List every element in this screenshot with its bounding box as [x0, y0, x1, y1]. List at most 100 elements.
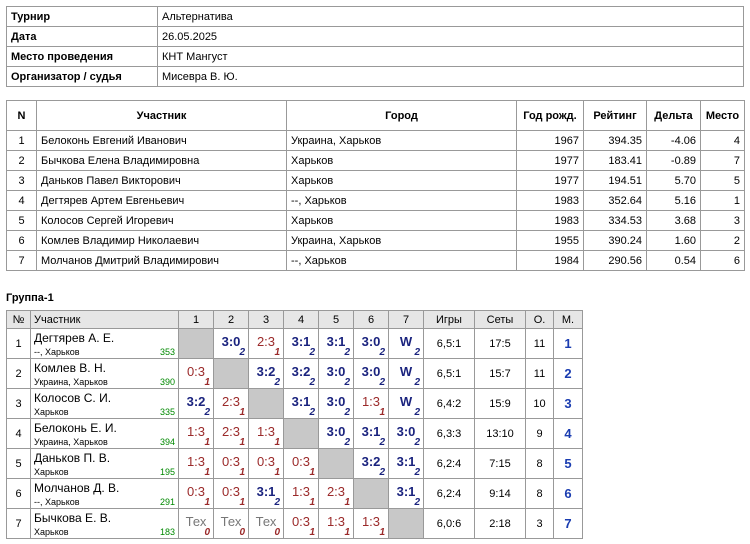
score: 3:1 [326, 334, 346, 349]
score: 1:3 [256, 424, 276, 439]
place: 3 [553, 388, 583, 419]
participant-row: 5 Колосов Сергей Игоревич Харьков 1983 334.5… [6, 210, 745, 231]
cell: 5.70 [646, 170, 701, 191]
column-header: Участник [36, 100, 287, 131]
match-points: 1 [274, 437, 280, 448]
score: 1:3 [326, 514, 346, 529]
match-points: 1 [344, 527, 350, 538]
games: 6,4:2 [423, 388, 475, 419]
diagonal-cell [388, 508, 424, 539]
sets: 15:7 [474, 358, 526, 389]
cell: 3 [6, 170, 37, 191]
match-points: 2 [414, 497, 420, 508]
score: 3:2 [256, 364, 276, 379]
sets: 7:15 [474, 448, 526, 479]
match-points: 1 [274, 347, 280, 358]
info-value: Мисевра В. Ю. [157, 66, 744, 87]
points: 10 [525, 388, 554, 419]
result-cell: 1:3 1 [178, 448, 214, 479]
header-row: N Участник Город Год рожд. Рейтинг Дельта Мест… [6, 100, 745, 131]
cell: 183.41 [583, 150, 647, 171]
cell: 4 [6, 190, 37, 211]
games: 6,5:1 [423, 358, 475, 389]
match-points: 2 [414, 437, 420, 448]
player-name: Молчанов Д. В. [34, 481, 120, 495]
group-row: 7 Бычкова Е. В. Харьков 183 Тех 0 Тех 0 Тех 0 0:3 1… [6, 508, 583, 539]
player-rating: 183 [159, 527, 175, 537]
score: 1:3 [361, 394, 381, 409]
sets: 2:18 [474, 508, 526, 539]
result-cell: 3:0 2 [388, 418, 424, 449]
score: W [399, 364, 413, 379]
column-header: М. [553, 310, 583, 329]
cell: Белоконь Евгений Иванович [36, 130, 287, 151]
score: Тех [220, 514, 242, 529]
column-header: Место [700, 100, 745, 131]
cell: 5 [6, 210, 37, 231]
player-name: Даньков П. В. [34, 451, 111, 465]
result-cell: 3:0 2 [318, 388, 354, 419]
info-row: Дата 26.05.2025 [6, 26, 744, 47]
column-header: 1 [178, 310, 214, 329]
cell: 1.60 [646, 230, 701, 251]
cell: 2 [6, 150, 37, 171]
player-city: Украина, Харьков [34, 377, 108, 387]
row-number: 7 [6, 508, 31, 539]
place: 6 [553, 478, 583, 509]
points: 8 [525, 478, 554, 509]
place: 7 [553, 508, 583, 539]
result-cell: 0:3 1 [178, 478, 214, 509]
group-row: 5 Даньков П. В. Харьков 195 1:3 1 0:3 1 0:3 1 0:3 1… [6, 448, 583, 479]
result-cell: 1:3 1 [353, 508, 389, 539]
player-name: Бычкова Е. В. [34, 511, 112, 525]
result-cell: 3:2 2 [248, 358, 284, 389]
group-row: 6 Молчанов Д. В. --, Харьков 291 0:3 1 0:3 1 3:1… [6, 478, 583, 509]
cell: 1983 [516, 210, 584, 231]
score: 0:3 [291, 454, 311, 469]
result-cell: 3:0 2 [353, 328, 389, 359]
row-number: 4 [6, 418, 31, 449]
column-header: № [6, 310, 31, 329]
result-cell: 1:3 1 [248, 418, 284, 449]
match-points: 2 [309, 347, 315, 358]
cell: 1 [700, 190, 745, 211]
column-header: 7 [388, 310, 424, 329]
games: 6,0:6 [423, 508, 475, 539]
player-city: Харьков [34, 527, 69, 537]
diagonal-cell [353, 478, 389, 509]
cell: 3 [700, 210, 745, 231]
result-cell: 2:3 1 [213, 388, 249, 419]
match-points: 2 [379, 347, 385, 358]
sets: 9:14 [474, 478, 526, 509]
column-header: 6 [353, 310, 389, 329]
group-row: 2 Комлев В. Н. Украина, Харьков 390 0:3 1 3:2 2… [6, 358, 583, 389]
header-row: № Участник 1 2 3 4 5 6 7 Игры Сеты О. М. [6, 310, 583, 329]
score: 0:3 [291, 514, 311, 529]
place: 1 [553, 328, 583, 359]
cell: Комлев Владимир Николаевич [36, 230, 287, 251]
participants-table: N Участник Город Год рожд. Рейтинг Дельта Мест… [6, 100, 745, 271]
match-points: 2 [379, 467, 385, 478]
player-rating: 291 [159, 497, 175, 507]
score: 3:0 [221, 334, 241, 349]
match-points: 1 [309, 497, 315, 508]
match-points: 1 [309, 467, 315, 478]
row-number: 3 [6, 388, 31, 419]
player-cell: Даньков П. В. Харьков 195 [30, 448, 179, 479]
score: 0:3 [186, 364, 206, 379]
match-points: 2 [379, 377, 385, 388]
cell: 352.64 [583, 190, 647, 211]
info-value: Альтернатива [157, 6, 744, 27]
score: 0:3 [186, 484, 206, 499]
player-city: Харьков [34, 407, 69, 417]
games: 6,2:4 [423, 448, 475, 479]
cell: 3.68 [646, 210, 701, 231]
result-cell: 3:2 2 [178, 388, 214, 419]
score: 3:0 [361, 364, 381, 379]
match-points: 2 [414, 467, 420, 478]
match-points: 2 [204, 407, 210, 418]
cell: 1 [6, 130, 37, 151]
info-label: Место проведения [6, 46, 158, 67]
info-value: КНТ Мангуст [157, 46, 744, 67]
player-cell: Комлев В. Н. Украина, Харьков 390 [30, 358, 179, 389]
